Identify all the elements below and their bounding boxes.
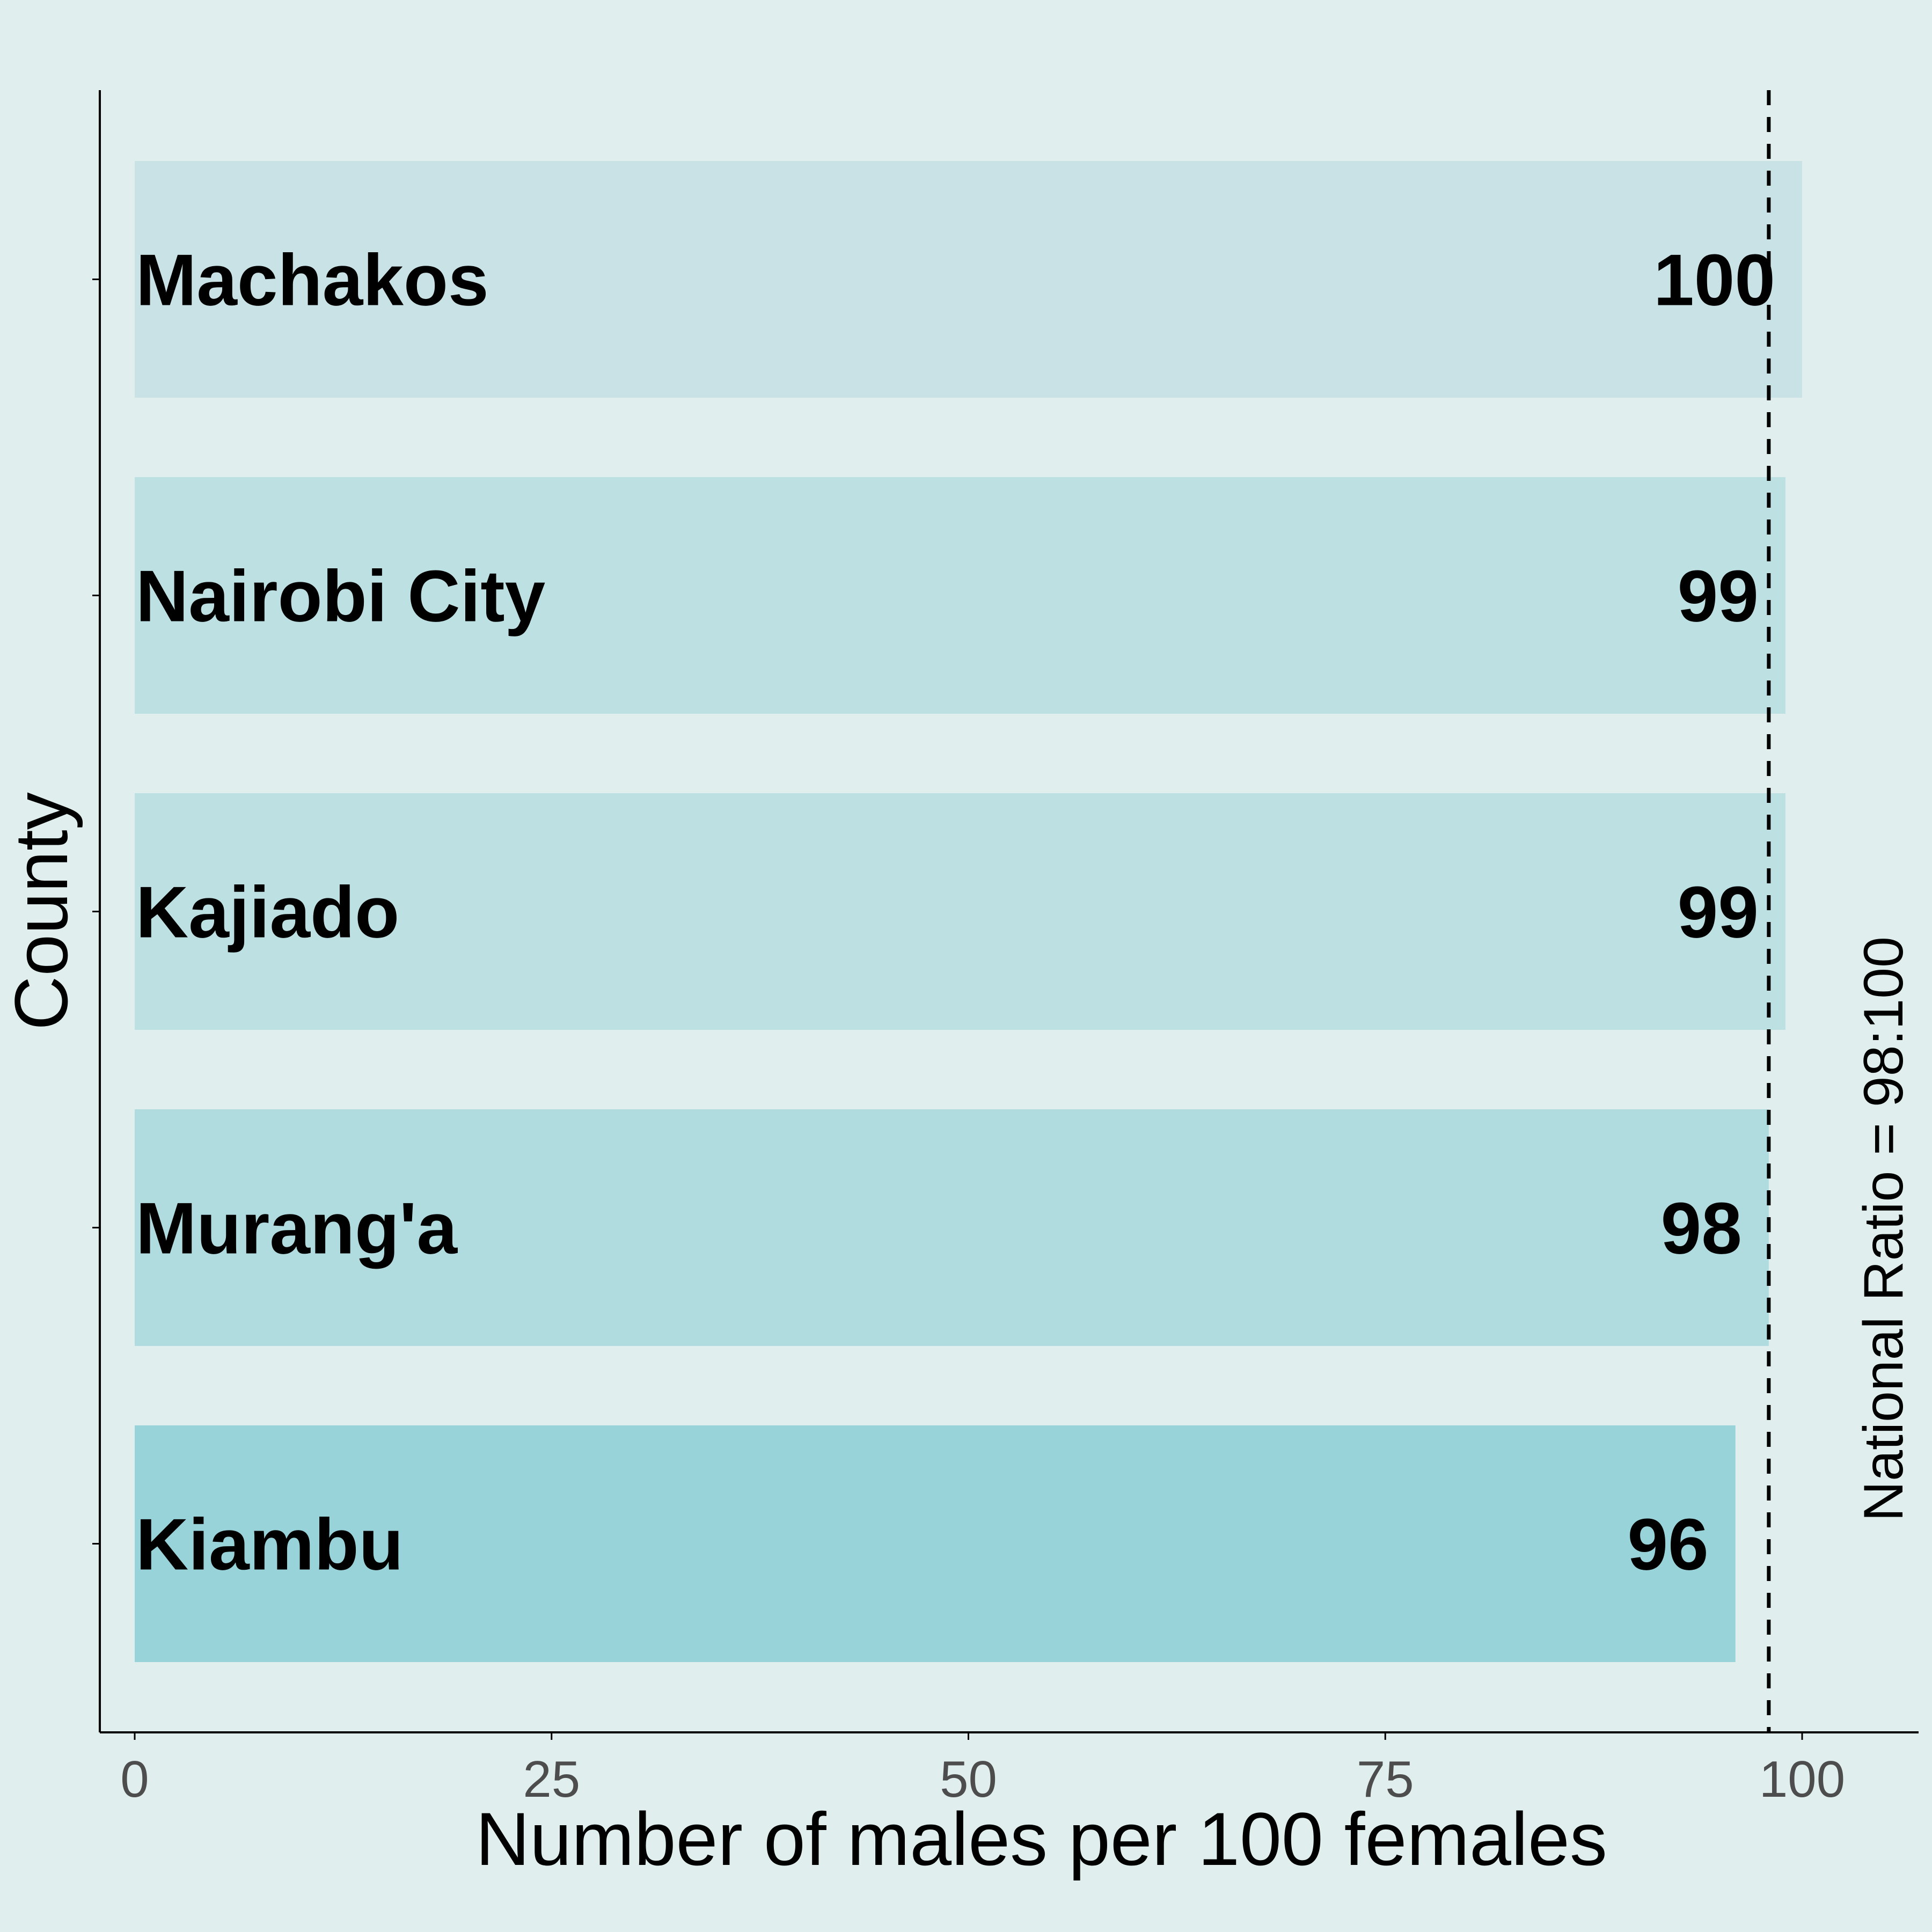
bars-group bbox=[135, 161, 1802, 1662]
national-ratio-label: National Ratio = 98:100 bbox=[1853, 936, 1915, 1521]
bar-label-kajiado: Kajiado bbox=[136, 872, 399, 953]
bar-value-kiambu: 96 bbox=[1627, 1504, 1708, 1585]
axes-group: 0 25 50 75 100 bbox=[92, 90, 1919, 1808]
x-tick-label: 0 bbox=[120, 1751, 149, 1808]
bar-value-machakos: 100 bbox=[1653, 239, 1775, 321]
x-tick-label: 50 bbox=[940, 1751, 997, 1808]
bar-value-murang-a: 98 bbox=[1661, 1188, 1742, 1269]
x-tick-label: 100 bbox=[1759, 1751, 1845, 1808]
bar-nairobi-city bbox=[135, 477, 1785, 714]
x-axis-title: Number of males per 100 females bbox=[475, 1797, 1607, 1881]
bar-label-murang-a: Murang'a bbox=[136, 1188, 458, 1269]
bar-value-nairobi-city: 99 bbox=[1678, 555, 1759, 637]
bar-kajiado bbox=[135, 793, 1785, 1030]
x-tick-label: 75 bbox=[1357, 1751, 1414, 1808]
bar-kiambu bbox=[135, 1425, 1736, 1662]
y-axis-title: County bbox=[0, 792, 83, 1030]
bar-value-kajiado: 99 bbox=[1678, 872, 1759, 953]
bar-murang-a bbox=[135, 1109, 1769, 1346]
bar-labels-group: Machakos 100 Nairobi City 99 Kajiado 99 Murang… bbox=[136, 239, 1775, 1585]
bar-machakos bbox=[135, 161, 1802, 398]
bar-label-nairobi-city: Nairobi City bbox=[136, 555, 545, 637]
bar-label-machakos: Machakos bbox=[136, 239, 489, 321]
bar-label-kiambu: Kiambu bbox=[136, 1504, 404, 1585]
x-tick-label: 25 bbox=[523, 1751, 580, 1808]
